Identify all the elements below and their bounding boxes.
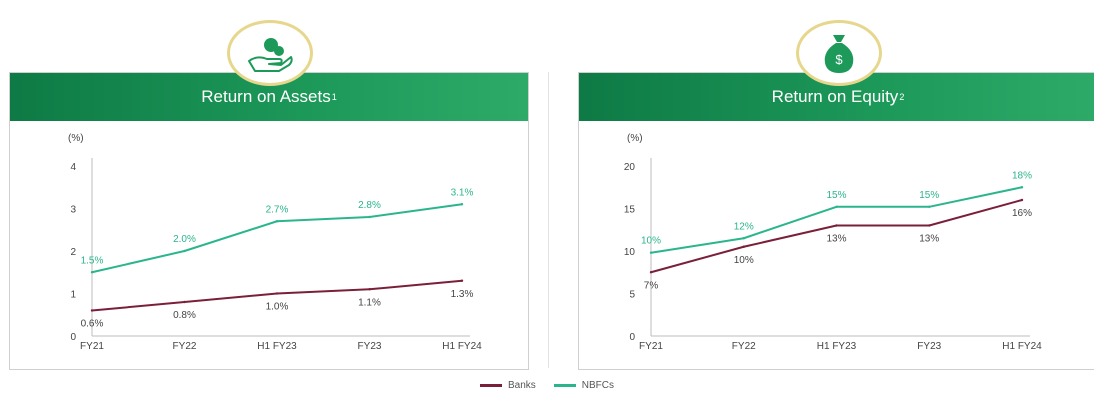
panel-divider bbox=[548, 72, 549, 368]
data-point-nbfcs bbox=[183, 249, 186, 253]
data-label-nbfcs: 2.7% bbox=[266, 204, 289, 215]
data-point-nbfcs bbox=[90, 271, 94, 274]
data-point-banks bbox=[275, 292, 279, 295]
data-label-banks: 7% bbox=[644, 280, 659, 291]
data-point-banks bbox=[1020, 198, 1024, 202]
data-point-nbfcs bbox=[742, 237, 745, 240]
data-label-nbfcs: 2.8% bbox=[358, 200, 381, 211]
data-label-banks: 0.6% bbox=[81, 319, 104, 330]
x-tick-label: FY23 bbox=[917, 341, 941, 352]
data-point-banks bbox=[928, 224, 931, 227]
legend-item-banks: Banks bbox=[479, 380, 536, 391]
legend-item-nbfcs: NBFCs bbox=[553, 380, 615, 391]
roe-title-footnote: 2 bbox=[899, 92, 905, 102]
y-tick-label: 5 bbox=[629, 290, 635, 301]
data-point-banks bbox=[742, 245, 745, 248]
data-point-banks bbox=[649, 271, 653, 274]
x-tick-label: FY21 bbox=[80, 341, 104, 352]
data-point-banks bbox=[183, 300, 186, 304]
data-label-nbfcs: 10% bbox=[641, 236, 661, 247]
data-label-nbfcs: 15% bbox=[826, 190, 846, 201]
legend-label-nbfcs: NBFCs bbox=[581, 380, 615, 391]
data-point-nbfcs bbox=[368, 215, 371, 219]
money-bag-icon: $ bbox=[796, 20, 882, 86]
data-point-banks bbox=[835, 224, 838, 227]
data-label-banks: 1.3% bbox=[451, 289, 474, 300]
data-label-nbfcs: 3.1% bbox=[451, 187, 474, 198]
roa-title: Return on Assets bbox=[201, 87, 331, 106]
data-point-nbfcs bbox=[1020, 186, 1024, 189]
data-point-nbfcs bbox=[649, 251, 653, 254]
x-tick-label: H1 FY24 bbox=[1002, 341, 1042, 352]
y-tick-label: 0 bbox=[70, 332, 76, 343]
y-tick-label: 4 bbox=[70, 162, 76, 173]
x-tick-label: H1 FY23 bbox=[817, 341, 857, 352]
roe-title: Return on Equity bbox=[771, 87, 899, 106]
roa-header: Return on Assets 1 bbox=[10, 73, 528, 121]
hand-money-icon bbox=[227, 20, 313, 86]
data-label-banks: 1.1% bbox=[358, 297, 381, 308]
data-point-nbfcs bbox=[460, 203, 464, 206]
y-tick-label: 3 bbox=[70, 205, 76, 216]
y-tick-label: 15 bbox=[624, 205, 636, 216]
data-label-banks: 13% bbox=[826, 234, 846, 245]
legend-swatch-banks bbox=[479, 384, 502, 387]
roa-panel: Return on Assets 1 (%) 0 1 2 3 4 FY21 FY22 H1 FY… bbox=[9, 72, 529, 370]
roe-unit-label: (%) bbox=[627, 133, 643, 144]
x-tick-label: H1 FY24 bbox=[442, 341, 482, 352]
y-tick-label: 20 bbox=[624, 162, 636, 173]
legend-swatch-nbfcs bbox=[553, 384, 576, 387]
data-label-nbfcs: 18% bbox=[1012, 170, 1032, 181]
roa-chart: 0 1 2 3 4 FY21 FY22 H1 FY23 FY23 H1 FY24 0.6% 0.8% 1… bbox=[70, 158, 482, 352]
data-point-banks bbox=[460, 279, 464, 282]
x-tick-label: FY21 bbox=[639, 341, 663, 352]
data-point-banks bbox=[90, 309, 94, 312]
data-label-banks: 1.0% bbox=[266, 302, 289, 313]
svg-text:$: $ bbox=[835, 52, 843, 67]
data-label-nbfcs: 2.0% bbox=[173, 234, 196, 245]
data-point-nbfcs bbox=[275, 220, 279, 223]
roe-panel: Return on Equity 2 (%) 0 5 10 15 20 FY21 FY22 H1… bbox=[578, 72, 1094, 370]
data-label-banks: 16% bbox=[1012, 208, 1032, 219]
data-label-nbfcs: 15% bbox=[919, 190, 939, 201]
chart-legend: Banks NBFCs bbox=[0, 380, 1094, 391]
y-tick-label: 1 bbox=[70, 290, 76, 301]
data-label-nbfcs: 1.5% bbox=[81, 255, 104, 266]
y-tick-label: 10 bbox=[624, 247, 636, 258]
y-tick-label: 2 bbox=[70, 247, 76, 258]
data-label-banks: 10% bbox=[734, 255, 754, 266]
data-label-nbfcs: 12% bbox=[734, 221, 754, 232]
data-point-banks bbox=[368, 288, 371, 291]
x-tick-label: FY22 bbox=[173, 341, 197, 352]
x-tick-label: H1 FY23 bbox=[257, 341, 297, 352]
roa-unit-label: (%) bbox=[68, 133, 84, 144]
data-point-nbfcs bbox=[928, 205, 931, 208]
x-tick-label: FY23 bbox=[358, 341, 382, 352]
roe-chart: 0 5 10 15 20 FY21 FY22 H1 FY23 FY23 H1 FY24 7% 10% 1… bbox=[624, 158, 1042, 352]
data-label-banks: 13% bbox=[919, 234, 939, 245]
x-tick-label: FY22 bbox=[732, 341, 756, 352]
legend-label-banks: Banks bbox=[507, 380, 536, 391]
data-point-nbfcs bbox=[835, 205, 838, 208]
y-tick-label: 0 bbox=[629, 332, 635, 343]
roa-title-footnote: 1 bbox=[331, 92, 337, 102]
data-label-banks: 0.8% bbox=[173, 310, 196, 321]
